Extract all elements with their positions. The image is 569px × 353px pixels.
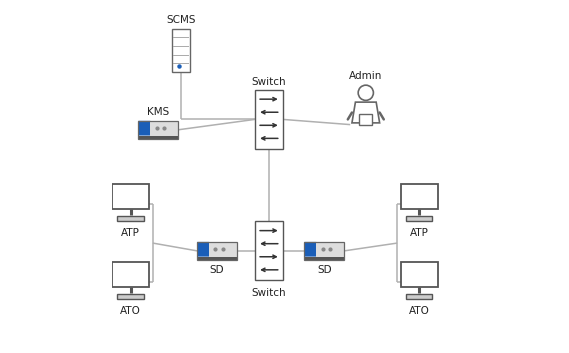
Bar (255, 221, 283, 280)
Polygon shape (352, 102, 380, 123)
Bar (304, 257, 344, 260)
Bar (138, 136, 178, 139)
Bar (359, 114, 372, 125)
Text: SCMS: SCMS (166, 15, 196, 25)
Bar (138, 121, 178, 139)
Text: ATO: ATO (409, 306, 430, 316)
Text: SD: SD (317, 265, 332, 275)
Bar (197, 242, 237, 260)
Text: KMS: KMS (147, 107, 170, 116)
Text: ATO: ATO (120, 306, 141, 316)
Text: ATP: ATP (121, 228, 140, 238)
Text: Switch: Switch (251, 77, 286, 86)
Text: ATP: ATP (410, 228, 429, 238)
Circle shape (358, 85, 373, 100)
Bar (401, 184, 438, 209)
Text: SD: SD (210, 265, 224, 275)
Bar (113, 184, 149, 209)
Bar (197, 257, 237, 260)
Bar (406, 216, 432, 221)
Text: Admin: Admin (349, 71, 382, 82)
Polygon shape (304, 242, 321, 257)
Polygon shape (197, 242, 213, 257)
Bar (150, 121, 178, 136)
Bar (316, 242, 344, 257)
Bar (172, 29, 189, 72)
Bar (117, 294, 143, 299)
Text: Switch: Switch (251, 288, 286, 298)
Bar (209, 242, 237, 257)
Bar (255, 90, 283, 149)
Bar (113, 262, 149, 287)
Bar (406, 294, 432, 299)
Bar (304, 242, 344, 260)
Polygon shape (138, 121, 155, 136)
Bar (117, 216, 143, 221)
Bar (401, 262, 438, 287)
